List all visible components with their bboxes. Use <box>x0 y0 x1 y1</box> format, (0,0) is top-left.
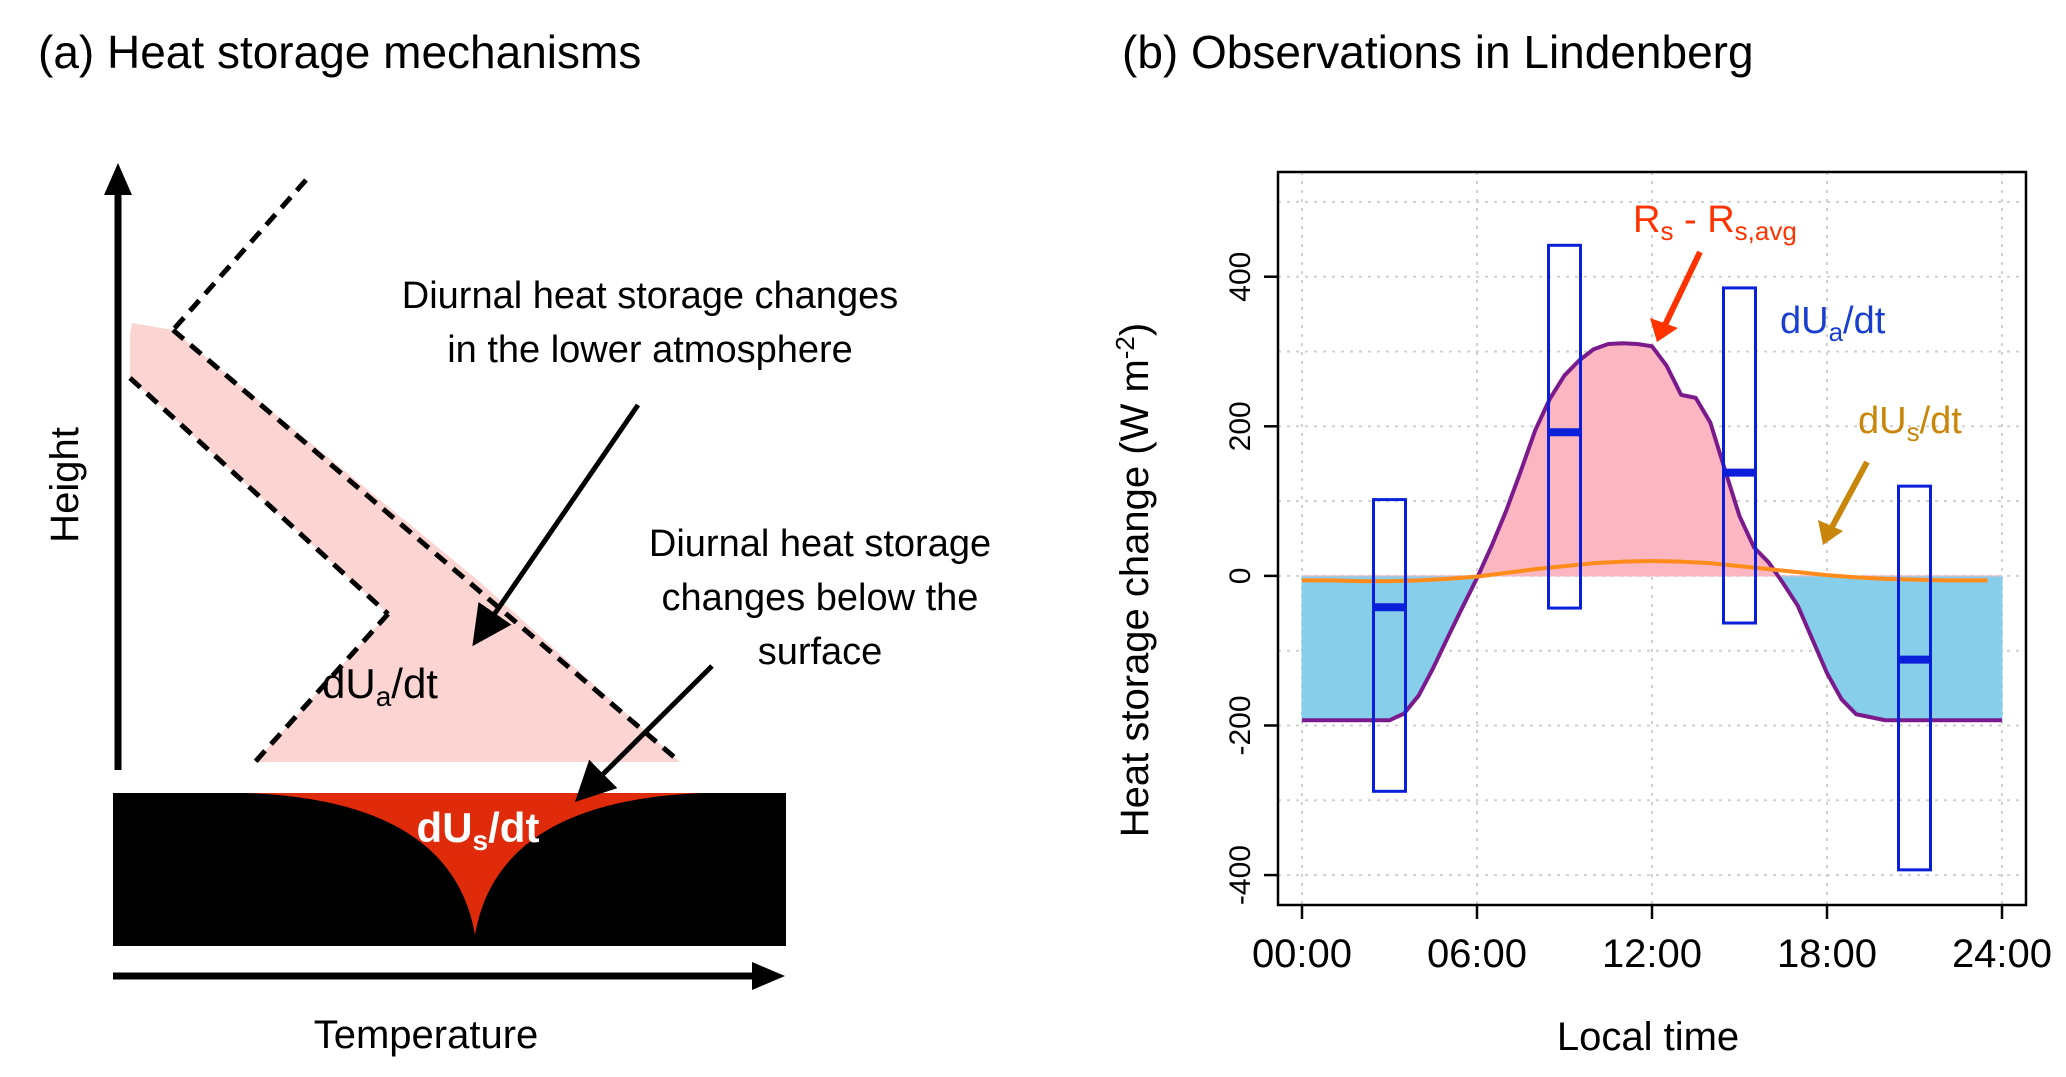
annotation-surface-arrow <box>574 664 714 803</box>
x-tick-label: 00:00 <box>1252 932 1352 976</box>
dua-series-label: dUa/dt <box>1780 300 1886 347</box>
annotation-surface-line1: Diurnal heat storage <box>649 523 991 565</box>
dua-box <box>1722 286 1757 625</box>
dUs-label-left: dUs/dt <box>417 804 540 856</box>
dua-box <box>1547 243 1582 610</box>
annotation-surface-line2: changes below the <box>662 577 979 619</box>
rs-label-arrow <box>1662 250 1703 327</box>
atmosphere-profile-dashed <box>128 178 682 764</box>
dUa-label-left: dUa/dt <box>322 660 438 712</box>
height-axis-arrowhead <box>104 163 132 195</box>
dua-box <box>1372 498 1407 793</box>
height-axis-label: Height <box>43 427 87 543</box>
x-axis-label: Local time <box>1557 1015 1739 1059</box>
surface-storage-region <box>245 793 705 935</box>
x-tick-label: 18:00 <box>1777 932 1877 976</box>
dus-label-arrowhead <box>1818 520 1843 545</box>
annotation-atmosphere-line2: in the lower atmosphere <box>447 329 853 371</box>
rs-label-arrowhead <box>1650 318 1678 342</box>
chart-plot: 00:00 06:00 12:00 18:00 24:00 -400 -200 0 200 400 <box>1224 170 2052 976</box>
temperature-axis-arrowhead <box>752 962 785 990</box>
right-panel: (b) Observations in Lindenberg 00:00 06:0… <box>1110 26 2052 1059</box>
annotation-atmosphere-arrow <box>472 403 641 647</box>
dus-series-label: dUs/dt <box>1858 400 1962 447</box>
dus-label-arrow <box>1829 460 1870 529</box>
x-tick-label: 12:00 <box>1602 932 1702 976</box>
annotation-surface-line3: surface <box>758 631 883 673</box>
temperature-axis-label: Temperature <box>314 1013 539 1057</box>
annotation-atmosphere-line1: Diurnal heat storage changes <box>402 275 898 317</box>
x-tick-label: 06:00 <box>1427 932 1527 976</box>
dua-box <box>1897 484 1932 872</box>
atmosphere-storage-region <box>130 323 680 762</box>
right-panel-title: (b) Observations in Lindenberg <box>1122 26 1754 78</box>
y-tick-label: -400 <box>1224 845 1257 905</box>
y-tick-label: 0 <box>1224 568 1257 585</box>
x-tick-label: 24:00 <box>1952 932 2052 976</box>
y-tick-label: 400 <box>1224 252 1257 302</box>
rs-curve <box>1302 341 2002 723</box>
dus-curve <box>1302 558 1988 584</box>
y-tick-label: -200 <box>1224 695 1257 755</box>
left-panel-title: (a) Heat storage mechanisms <box>38 26 641 78</box>
y-tick-label: 200 <box>1224 401 1257 451</box>
y-axis-label: Heat storage change (W m-2) <box>1110 323 1157 837</box>
left-panel: (a) Heat storage mechanisms Height Tempe… <box>38 26 991 1057</box>
rs-series-label: Rs - Rs,avg <box>1633 199 1797 246</box>
